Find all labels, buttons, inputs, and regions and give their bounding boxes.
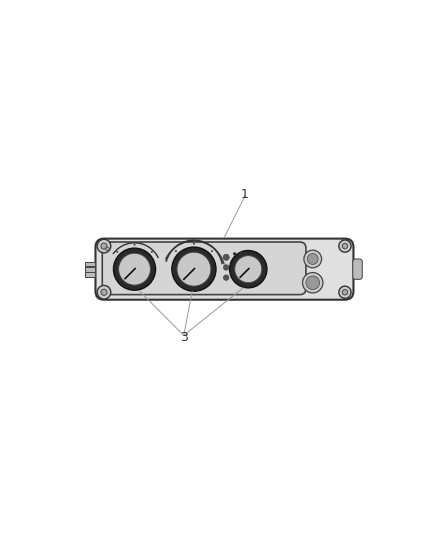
Bar xyxy=(85,267,95,271)
Circle shape xyxy=(116,251,118,253)
Circle shape xyxy=(233,252,237,256)
Circle shape xyxy=(177,252,211,286)
Circle shape xyxy=(101,289,107,295)
Text: 3: 3 xyxy=(180,330,187,344)
FancyBboxPatch shape xyxy=(102,242,306,295)
Circle shape xyxy=(101,243,107,249)
Circle shape xyxy=(172,247,216,291)
FancyBboxPatch shape xyxy=(353,259,362,279)
Circle shape xyxy=(193,243,195,245)
Bar xyxy=(85,262,95,266)
Circle shape xyxy=(119,253,151,285)
Circle shape xyxy=(134,244,135,246)
Circle shape xyxy=(342,289,348,295)
Circle shape xyxy=(97,239,111,253)
Circle shape xyxy=(303,272,323,293)
Text: 1: 1 xyxy=(241,188,249,201)
Circle shape xyxy=(230,251,267,288)
Circle shape xyxy=(97,286,111,299)
Circle shape xyxy=(239,252,243,256)
Circle shape xyxy=(307,254,318,264)
FancyBboxPatch shape xyxy=(95,239,353,300)
Circle shape xyxy=(235,256,262,282)
Bar xyxy=(85,272,95,277)
Circle shape xyxy=(339,240,351,252)
Circle shape xyxy=(339,286,351,298)
Circle shape xyxy=(342,244,348,249)
Circle shape xyxy=(306,276,319,289)
Circle shape xyxy=(223,275,229,280)
Circle shape xyxy=(223,265,229,270)
Circle shape xyxy=(113,248,155,290)
Circle shape xyxy=(223,254,229,260)
Circle shape xyxy=(175,250,177,252)
Circle shape xyxy=(151,251,153,253)
Circle shape xyxy=(304,250,321,268)
Circle shape xyxy=(211,250,213,252)
